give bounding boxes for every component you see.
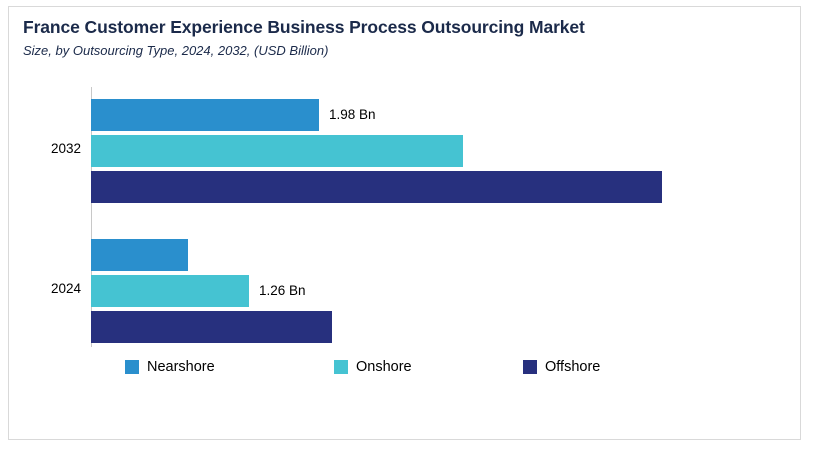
bar-2024-onshore (91, 275, 249, 307)
category-label-2032: 2032 (50, 141, 81, 156)
legend-label-onshore: Onshore (356, 359, 412, 375)
chart-card: France Customer Experience Business Proc… (8, 6, 801, 440)
value-label-2032-nearshore: 1.98 Bn (329, 107, 376, 122)
bar-2024-offshore (91, 311, 332, 343)
page-subtitle: Size, by Outsourcing Type, 2024, 2032, (… (23, 43, 329, 58)
legend-swatch-nearshore (125, 360, 139, 374)
legend-swatch-onshore (334, 360, 348, 374)
category-label-2024: 2024 (50, 281, 81, 296)
legend-item-onshore[interactable]: Onshore (334, 359, 412, 375)
value-label-2024-onshore: 1.26 Bn (259, 283, 306, 298)
bar-group-2032: 2032 1.98 Bn (51, 99, 691, 209)
legend-label-nearshore: Nearshore (147, 359, 215, 375)
legend: Nearshore Onshore Offshore (91, 359, 711, 383)
bar-2032-onshore (91, 135, 463, 167)
legend-item-nearshore[interactable]: Nearshore (125, 359, 215, 375)
page-title: France Customer Experience Business Proc… (23, 17, 585, 37)
bar-2032-nearshore (91, 99, 319, 131)
plot-area: 2032 1.98 Bn 2024 1.26 Bn (51, 87, 691, 349)
legend-item-offshore[interactable]: Offshore (523, 359, 600, 375)
bar-group-2024: 2024 1.26 Bn (51, 239, 691, 349)
legend-label-offshore: Offshore (545, 359, 601, 375)
legend-swatch-offshore (523, 360, 537, 374)
bar-2032-offshore (91, 171, 662, 203)
value-axis-line (91, 87, 92, 347)
bar-2024-nearshore (91, 239, 188, 271)
